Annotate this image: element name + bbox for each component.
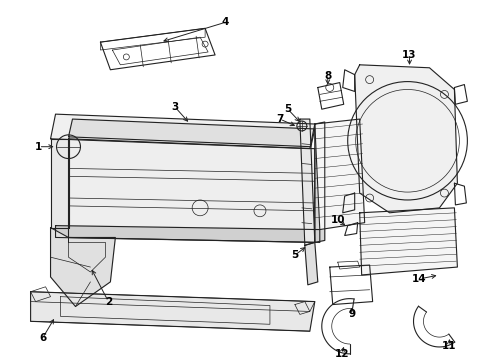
Polygon shape bbox=[305, 242, 318, 285]
Polygon shape bbox=[55, 226, 320, 242]
Text: 13: 13 bbox=[402, 50, 417, 60]
Text: 3: 3 bbox=[172, 102, 179, 112]
Polygon shape bbox=[315, 119, 365, 230]
Text: 2: 2 bbox=[105, 297, 112, 307]
Text: 6: 6 bbox=[39, 333, 46, 343]
Polygon shape bbox=[69, 139, 315, 242]
Polygon shape bbox=[355, 65, 457, 213]
Text: 4: 4 bbox=[221, 17, 229, 27]
Text: 9: 9 bbox=[348, 309, 355, 319]
Text: 7: 7 bbox=[276, 114, 284, 124]
Text: 5: 5 bbox=[291, 250, 298, 260]
Text: 14: 14 bbox=[412, 274, 427, 284]
Text: 12: 12 bbox=[335, 349, 349, 359]
Text: 1: 1 bbox=[35, 142, 42, 152]
Text: 5: 5 bbox=[284, 104, 292, 114]
Polygon shape bbox=[69, 119, 315, 147]
Polygon shape bbox=[50, 228, 115, 306]
Polygon shape bbox=[300, 119, 315, 246]
Polygon shape bbox=[50, 139, 69, 228]
Polygon shape bbox=[50, 114, 315, 149]
Text: 8: 8 bbox=[324, 71, 331, 81]
Polygon shape bbox=[315, 122, 325, 242]
Text: 10: 10 bbox=[330, 215, 345, 225]
Polygon shape bbox=[30, 292, 315, 331]
Text: 11: 11 bbox=[442, 341, 457, 351]
Polygon shape bbox=[360, 208, 457, 275]
